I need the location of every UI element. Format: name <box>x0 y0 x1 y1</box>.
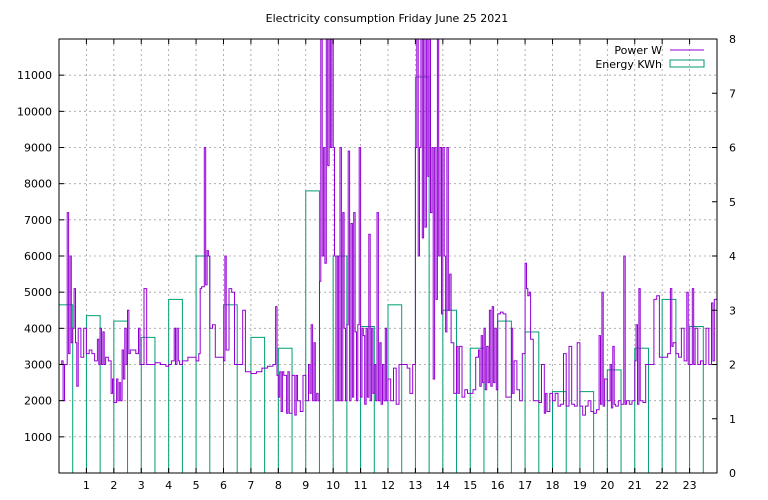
power-line <box>59 39 717 416</box>
y-right-tick-label: 8 <box>729 33 736 46</box>
y-left-tick-label: 9000 <box>24 142 52 155</box>
energy-bar <box>168 298 183 474</box>
y-left-tick-label: 5000 <box>24 286 52 299</box>
energy-bar <box>387 304 403 474</box>
chart-title: Electricity consumption Friday June 25 2… <box>266 12 509 25</box>
y-right-tick-label: 3 <box>729 304 736 317</box>
y-left-tick-label: 6000 <box>24 250 52 263</box>
tick-labels: 1 2 3 4 5 6 7 8 9 10 11 12 13 14 15 16 17 18 19 20 21 22 23100… <box>17 33 736 492</box>
x-tick-label: 18 <box>546 479 560 492</box>
x-tick-label: 12 <box>381 479 395 492</box>
x-tick-label: 9 <box>302 479 309 492</box>
energy-bar <box>469 347 485 474</box>
energy-bar <box>140 336 156 474</box>
x-tick-label: 6 <box>220 479 227 492</box>
x-tick-label: 21 <box>628 479 642 492</box>
x-tick-label: 1 <box>83 479 90 492</box>
energy-bar <box>661 298 677 474</box>
legend-label-energy: Energy KWh <box>595 58 662 71</box>
y-right-tick-label: 1 <box>729 413 736 426</box>
energy-bar <box>250 336 266 474</box>
y-right-tick-label: 6 <box>729 142 736 155</box>
y-left-tick-label: 1000 <box>24 431 52 444</box>
x-tick-label: 5 <box>193 479 200 492</box>
energy-bar <box>195 255 211 474</box>
x-tick-label: 17 <box>518 479 532 492</box>
energy-bar <box>552 391 567 474</box>
x-tick-label: 16 <box>491 479 505 492</box>
x-tick-label: 10 <box>326 479 340 492</box>
energy-bar <box>689 326 704 474</box>
energy-bar <box>524 331 540 474</box>
x-tick-label: 19 <box>573 479 587 492</box>
x-tick-label: 4 <box>165 479 172 492</box>
energy-bar <box>442 309 458 474</box>
y-right-tick-label: 0 <box>729 467 736 480</box>
power-line-layer <box>59 39 717 416</box>
y-left-tick-label: 4000 <box>24 322 52 335</box>
legend-label-power: Power W <box>614 44 662 57</box>
legend: Power W Energy KWh <box>595 44 705 71</box>
y-right-tick-label: 2 <box>729 359 736 372</box>
y-left-tick-label: 8000 <box>24 178 52 191</box>
x-tick-label: 20 <box>600 479 614 492</box>
x-tick-label: 7 <box>247 479 254 492</box>
energy-bar <box>634 347 649 474</box>
x-tick-label: 11 <box>354 479 368 492</box>
x-tick-label: 15 <box>463 479 477 492</box>
x-tick-label: 13 <box>408 479 422 492</box>
x-tick-label: 8 <box>275 479 282 492</box>
energy-bar <box>277 347 293 474</box>
y-right-tick-label: 7 <box>729 87 736 100</box>
energy-bar <box>58 304 74 474</box>
axis-ticks <box>59 38 717 474</box>
x-tick-label: 14 <box>436 479 450 492</box>
x-tick-label: 23 <box>683 479 697 492</box>
y-left-tick-label: 2000 <box>24 395 52 408</box>
y-left-tick-label: 10000 <box>17 105 52 118</box>
y-left-tick-label: 3000 <box>24 359 52 372</box>
y-right-tick-label: 5 <box>729 196 736 209</box>
legend-swatch-energy <box>669 59 705 68</box>
x-tick-label: 22 <box>655 479 669 492</box>
y-left-tick-label: 7000 <box>24 214 52 227</box>
x-tick-label: 2 <box>110 479 117 492</box>
y-right-tick-label: 4 <box>729 250 736 263</box>
energy-bars <box>58 76 704 474</box>
y-left-tick-label: 11000 <box>17 69 52 82</box>
energy-bar <box>579 391 595 474</box>
energy-bar <box>223 304 238 474</box>
x-tick-label: 3 <box>138 479 145 492</box>
